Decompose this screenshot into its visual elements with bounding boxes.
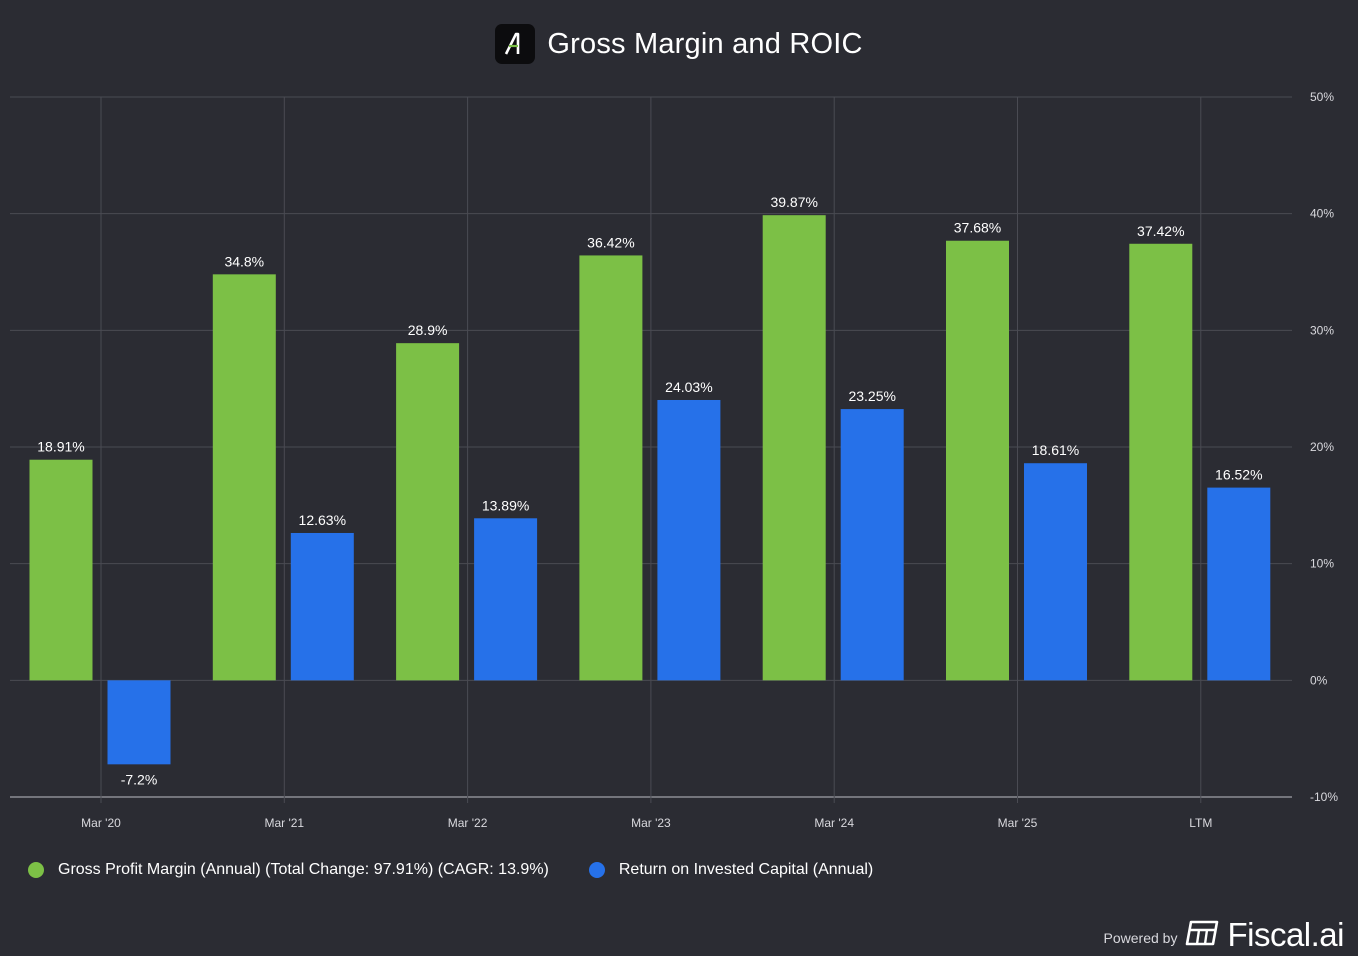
powered-by-text: Powered by bbox=[1103, 930, 1178, 946]
legend: Gross Profit Margin (Annual) (Total Chan… bbox=[28, 861, 913, 879]
legend-label-gross-margin: Gross Profit Margin (Annual) (Total Chan… bbox=[58, 861, 549, 878]
y-tick-label-2: 30% bbox=[1310, 323, 1334, 337]
title-row: Gross Margin and ROIC bbox=[0, 22, 1358, 66]
data-label-series2-6: 16.52% bbox=[1215, 467, 1262, 483]
y-tick-label-5: 0% bbox=[1310, 673, 1328, 687]
y-tick-label-0: 50% bbox=[1310, 90, 1334, 104]
y-tick-label-3: 20% bbox=[1310, 440, 1334, 454]
bar-series1-4 bbox=[762, 215, 826, 681]
bar-series1-3 bbox=[579, 255, 643, 681]
data-label-series1-0: 18.91% bbox=[37, 439, 84, 455]
y-tick-label-6: -10% bbox=[1310, 790, 1338, 804]
y-tick-label-4: 10% bbox=[1310, 557, 1334, 571]
data-label-series2-0: -7.2% bbox=[121, 771, 158, 787]
chart-title: Gross Margin and ROIC bbox=[547, 27, 863, 60]
bar-series1-6 bbox=[1129, 243, 1193, 681]
x-tick-label-6: LTM bbox=[1189, 816, 1212, 830]
legend-dot-roic bbox=[588, 862, 605, 878]
bar-series2-6 bbox=[1207, 487, 1271, 681]
data-label-series2-5: 18.61% bbox=[1032, 442, 1079, 458]
legend-dot-gross-margin bbox=[28, 862, 44, 878]
bar-series1-0 bbox=[29, 459, 93, 681]
data-label-series2-2: 13.89% bbox=[482, 497, 529, 513]
bar-chart: 50% 40% 30% 20% 10% 0% -10% Mar '20 Mar '21 Mar '… bbox=[10, 90, 1338, 830]
x-tick-label-5: Mar '25 bbox=[998, 816, 1038, 830]
bar-series1-2 bbox=[396, 343, 460, 681]
x-tick-label-4: Mar '24 bbox=[814, 816, 854, 830]
data-label-series1-6: 37.42% bbox=[1137, 223, 1184, 239]
data-label-series2-3: 24.03% bbox=[665, 379, 712, 395]
bar-series2-3 bbox=[657, 399, 721, 681]
x-tick-label-0: Mar '20 bbox=[81, 816, 121, 830]
x-tick-label-2: Mar '22 bbox=[448, 816, 488, 830]
brand-name: Fiscal.ai bbox=[1227, 916, 1344, 953]
y-tick-label-1: 40% bbox=[1310, 207, 1334, 221]
data-label-series1-4: 39.87% bbox=[770, 194, 817, 210]
bar-series2-5 bbox=[1024, 463, 1087, 681]
bar-series1-1 bbox=[212, 274, 276, 681]
data-label-series1-3: 36.42% bbox=[587, 234, 634, 250]
alpha-logo-icon bbox=[495, 24, 536, 64]
data-label-series1-1: 34.8% bbox=[224, 253, 264, 269]
data-label-series1-2: 28.9% bbox=[408, 322, 448, 338]
data-label-series2-1: 12.63% bbox=[299, 512, 346, 528]
fiscal-logo-icon bbox=[1185, 919, 1219, 952]
data-label-series1-5: 37.68% bbox=[954, 220, 1001, 236]
data-label-series2-4: 23.25% bbox=[848, 388, 895, 404]
bar-series2-2 bbox=[474, 518, 538, 681]
bar-series2-4 bbox=[840, 409, 904, 681]
bar-series2-0 bbox=[107, 680, 171, 765]
footer-branding: Powered by Fiscal.ai bbox=[1103, 916, 1345, 954]
x-tick-label-1: Mar '21 bbox=[264, 816, 304, 830]
legend-label-roic: Return on Invested Capital (Annual) bbox=[618, 861, 874, 878]
legend-item-roic[interactable]: Return on Invested Capital (Annual) bbox=[588, 861, 874, 879]
x-tick-label-3: Mar '23 bbox=[631, 816, 671, 830]
bar-series2-1 bbox=[290, 532, 354, 681]
bar-series1-5 bbox=[946, 240, 1009, 681]
legend-item-gross-margin[interactable]: Gross Profit Margin (Annual) (Total Chan… bbox=[28, 861, 549, 879]
